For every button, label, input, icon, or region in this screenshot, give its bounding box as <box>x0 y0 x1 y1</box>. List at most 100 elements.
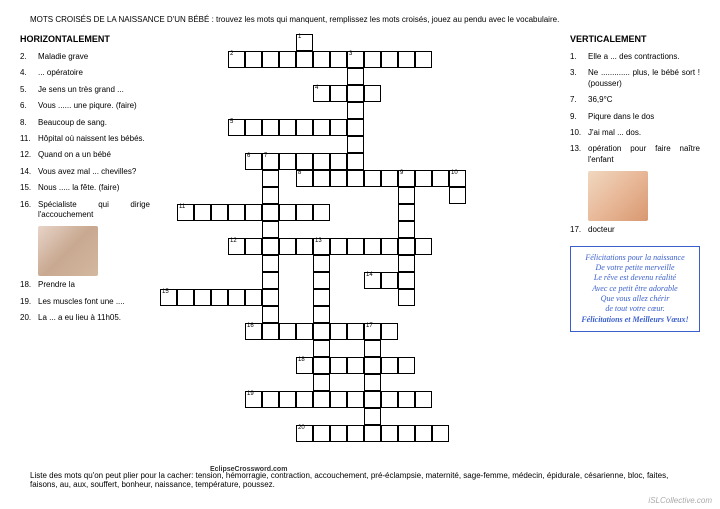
grid-cell[interactable]: 3 <box>347 51 364 68</box>
grid-cell[interactable] <box>262 187 279 204</box>
grid-cell[interactable] <box>347 357 364 374</box>
grid-cell[interactable] <box>313 204 330 221</box>
grid-cell[interactable]: 20 <box>296 425 313 442</box>
grid-cell[interactable] <box>228 204 245 221</box>
grid-cell[interactable] <box>398 51 415 68</box>
grid-cell[interactable] <box>432 170 449 187</box>
grid-cell[interactable] <box>262 204 279 221</box>
grid-cell[interactable] <box>194 204 211 221</box>
grid-cell[interactable] <box>313 272 330 289</box>
grid-cell[interactable] <box>415 391 432 408</box>
grid-cell[interactable]: 16 <box>245 323 262 340</box>
grid-cell[interactable] <box>262 255 279 272</box>
grid-cell[interactable]: 8 <box>296 170 313 187</box>
grid-cell[interactable] <box>330 119 347 136</box>
grid-cell[interactable] <box>398 289 415 306</box>
grid-cell[interactable] <box>347 425 364 442</box>
grid-cell[interactable] <box>415 51 432 68</box>
grid-cell[interactable] <box>296 238 313 255</box>
grid-cell[interactable] <box>262 221 279 238</box>
grid-cell[interactable] <box>245 51 262 68</box>
grid-cell[interactable] <box>347 102 364 119</box>
grid-cell[interactable]: 12 <box>228 238 245 255</box>
grid-cell[interactable] <box>245 204 262 221</box>
grid-cell[interactable]: 10 <box>449 170 466 187</box>
grid-cell[interactable] <box>398 238 415 255</box>
grid-cell[interactable] <box>347 136 364 153</box>
grid-cell[interactable] <box>347 170 364 187</box>
grid-cell[interactable] <box>296 51 313 68</box>
grid-cell[interactable]: 7 <box>262 153 279 170</box>
grid-cell[interactable] <box>262 391 279 408</box>
grid-cell[interactable] <box>313 51 330 68</box>
grid-cell[interactable] <box>313 374 330 391</box>
grid-cell[interactable]: 17 <box>364 323 381 340</box>
grid-cell[interactable] <box>330 85 347 102</box>
grid-cell[interactable]: 18 <box>296 357 313 374</box>
grid-cell[interactable] <box>296 153 313 170</box>
grid-cell[interactable] <box>364 374 381 391</box>
grid-cell[interactable] <box>381 357 398 374</box>
grid-cell[interactable] <box>330 238 347 255</box>
grid-cell[interactable] <box>330 170 347 187</box>
grid-cell[interactable] <box>262 238 279 255</box>
grid-cell[interactable]: 15 <box>160 289 177 306</box>
grid-cell[interactable] <box>449 187 466 204</box>
grid-cell[interactable] <box>381 170 398 187</box>
grid-cell[interactable] <box>262 119 279 136</box>
grid-cell[interactable] <box>381 51 398 68</box>
grid-cell[interactable] <box>347 153 364 170</box>
grid-cell[interactable] <box>279 391 296 408</box>
grid-cell[interactable] <box>347 119 364 136</box>
grid-cell[interactable] <box>330 425 347 442</box>
grid-cell[interactable] <box>245 289 262 306</box>
grid-cell[interactable] <box>347 68 364 85</box>
grid-cell[interactable] <box>347 323 364 340</box>
grid-cell[interactable] <box>262 272 279 289</box>
grid-cell[interactable] <box>398 391 415 408</box>
grid-cell[interactable] <box>364 357 381 374</box>
grid-cell[interactable] <box>398 187 415 204</box>
grid-cell[interactable] <box>262 51 279 68</box>
grid-cell[interactable] <box>364 340 381 357</box>
grid-cell[interactable]: 11 <box>177 204 194 221</box>
grid-cell[interactable] <box>398 272 415 289</box>
grid-cell[interactable] <box>313 153 330 170</box>
grid-cell[interactable]: 6 <box>245 153 262 170</box>
grid-cell[interactable] <box>296 204 313 221</box>
grid-cell[interactable] <box>296 119 313 136</box>
grid-cell[interactable] <box>279 238 296 255</box>
grid-cell[interactable] <box>364 408 381 425</box>
grid-cell[interactable] <box>211 204 228 221</box>
grid-cell[interactable] <box>381 323 398 340</box>
grid-cell[interactable] <box>262 323 279 340</box>
grid-cell[interactable] <box>279 323 296 340</box>
grid-cell[interactable]: 9 <box>398 170 415 187</box>
grid-cell[interactable] <box>432 425 449 442</box>
grid-cell[interactable] <box>313 289 330 306</box>
grid-cell[interactable] <box>398 221 415 238</box>
grid-cell[interactable] <box>330 323 347 340</box>
grid-cell[interactable] <box>313 357 330 374</box>
grid-cell[interactable]: 14 <box>364 272 381 289</box>
grid-cell[interactable] <box>313 170 330 187</box>
grid-cell[interactable] <box>364 85 381 102</box>
grid-cell[interactable] <box>245 119 262 136</box>
grid-cell[interactable] <box>381 391 398 408</box>
grid-cell[interactable] <box>381 238 398 255</box>
grid-cell[interactable]: 19 <box>245 391 262 408</box>
grid-cell[interactable]: 2 <box>228 51 245 68</box>
grid-cell[interactable] <box>330 391 347 408</box>
grid-cell[interactable]: 4 <box>313 85 330 102</box>
grid-cell[interactable] <box>415 238 432 255</box>
grid-cell[interactable] <box>364 51 381 68</box>
grid-cell[interactable] <box>415 170 432 187</box>
grid-cell[interactable] <box>279 119 296 136</box>
grid-cell[interactable]: 1 <box>296 34 313 51</box>
grid-cell[interactable] <box>313 425 330 442</box>
grid-cell[interactable] <box>381 425 398 442</box>
grid-cell[interactable] <box>313 119 330 136</box>
grid-cell[interactable] <box>330 153 347 170</box>
grid-cell[interactable]: 5 <box>228 119 245 136</box>
grid-cell[interactable] <box>313 306 330 323</box>
